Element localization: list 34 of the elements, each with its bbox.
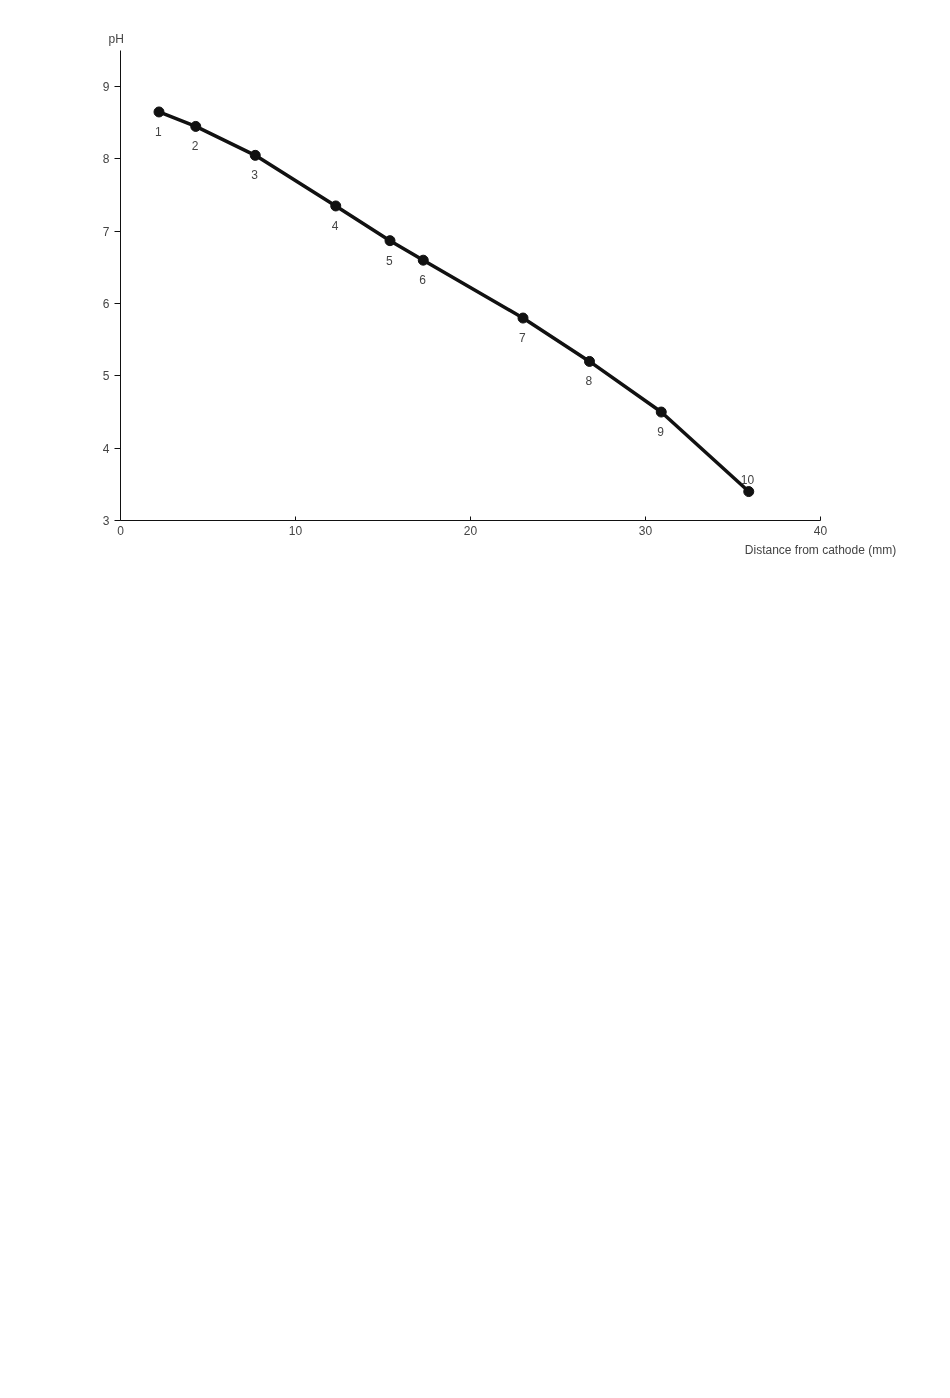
point: [153, 106, 165, 118]
point: [655, 406, 667, 418]
annotation: 10: [740, 472, 755, 487]
x-tick-label: 0: [117, 523, 125, 538]
y-axis-title: pH: [108, 31, 124, 46]
annotation: 2: [191, 139, 199, 154]
annotation: 1: [155, 124, 162, 139]
point: [249, 149, 261, 161]
y-tick-label: 4: [102, 441, 110, 456]
point: [743, 486, 755, 498]
annotation: 6: [419, 273, 427, 288]
annotation: 4: [331, 218, 339, 233]
y-tick-label: 8: [102, 152, 110, 167]
annotation: 7: [519, 331, 526, 346]
annotation: 8: [585, 374, 593, 389]
point: [517, 312, 529, 324]
y-tick-label: 3: [102, 514, 110, 528]
y-tick-label: 7: [102, 224, 110, 239]
x-axis-title: Distance from cathode (mm): [744, 542, 897, 557]
point: [384, 235, 396, 247]
y-tick-label: 9: [102, 80, 110, 95]
x-tick-label: 10: [288, 523, 303, 538]
point: [190, 120, 202, 132]
annotation: 9: [657, 425, 665, 440]
x-tick-label: 40: [813, 523, 828, 538]
y-tick-label: 6: [102, 297, 110, 312]
y-tick-label: 5: [102, 369, 110, 384]
point: [417, 254, 429, 266]
x-tick-label: 20: [463, 523, 478, 538]
point: [584, 355, 595, 367]
point: [330, 200, 342, 212]
annotation: 5: [386, 253, 393, 268]
annotation: 3: [251, 168, 259, 183]
x-tick-label: 30: [638, 523, 653, 538]
